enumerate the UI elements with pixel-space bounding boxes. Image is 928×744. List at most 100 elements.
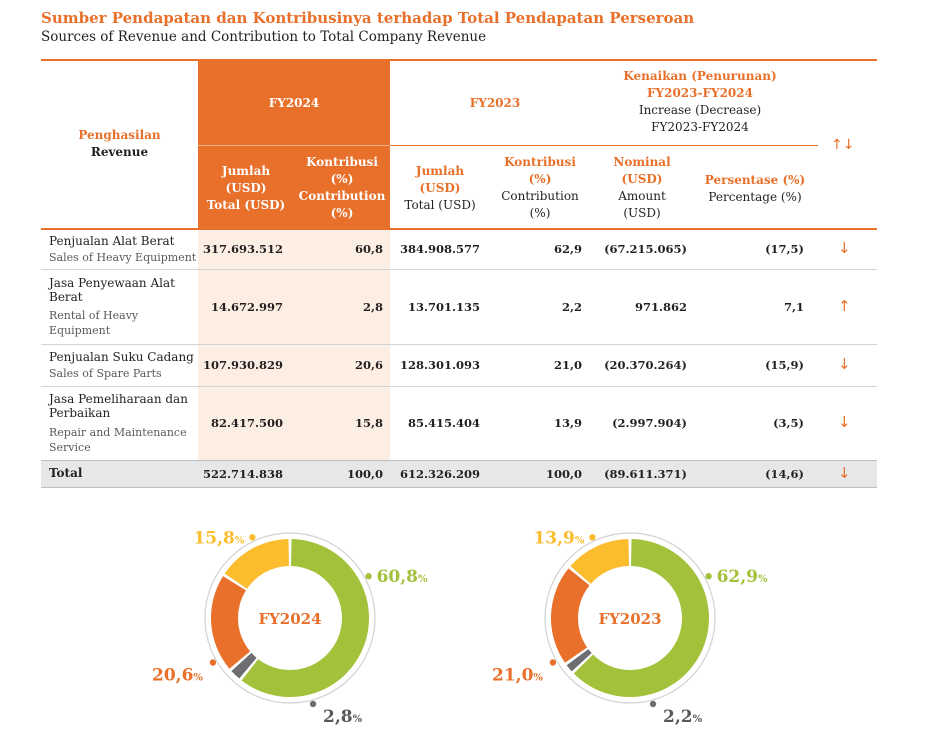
donut-center-label: FY2023 <box>598 610 661 628</box>
persentase-label: Persentase (%) <box>704 173 806 187</box>
fy2024-contrib-cell: 60,8 <box>354 242 383 256</box>
kontribusi-label: Kontribusi <box>306 155 378 169</box>
fy2023-contrib-cell: 2,2 <box>561 300 582 314</box>
slice-repair-maintenance <box>224 539 290 589</box>
revenue-header: Penghasilan Revenue <box>41 127 198 161</box>
fy2024-header-block <box>198 60 390 229</box>
change-header: Kenaikan (Penurunan) FY2023-FY2024 Incre… <box>600 68 800 136</box>
slice-heavy-equipment <box>241 539 369 697</box>
change-header-id-1: Kenaikan (Penurunan) <box>623 69 777 83</box>
total-fy2024-contrib: 100,0 <box>346 467 383 481</box>
sort-icon[interactable]: ↑↓ <box>831 137 855 153</box>
slice-rental <box>231 652 257 679</box>
label-dot <box>649 700 657 708</box>
amount-label: Amount <box>618 189 666 203</box>
change-header-divider <box>600 145 818 146</box>
total-nominal: (89.611.371) <box>604 467 687 481</box>
label-dot <box>309 700 317 708</box>
row-divider <box>41 386 877 387</box>
row-name-id: Penjualan Suku Cadang <box>49 350 194 364</box>
usd-label: (USD) <box>623 206 661 220</box>
fy2024-header: FY2024 <box>268 96 320 110</box>
label-dot <box>365 573 372 580</box>
slice-spare-parts <box>211 576 251 669</box>
donut-center-label: FY2024 <box>258 610 321 628</box>
percent-label: (%) <box>330 172 354 186</box>
percentage-cell: (15,9) <box>765 358 804 372</box>
trend-down-icon: ↓ <box>838 355 851 373</box>
header-bottom-rule <box>41 228 877 230</box>
label-dot <box>549 659 557 666</box>
change-header-id-2: FY2023-FY2024 <box>647 86 753 100</box>
value-label-spare-parts: 20,6% <box>152 666 203 686</box>
revenue-header-en: Revenue <box>90 145 149 159</box>
value-label-repair-maintenance: 13,9% <box>533 528 584 548</box>
fy2023-contrib-cell: 21,0 <box>553 358 582 372</box>
total-bottom-rule <box>41 487 877 488</box>
fy2024-donut-chart: FY2024 60,8% 2,8% 20,6% 15,8% <box>152 528 428 727</box>
fy2024-contrib-header: Kontribusi (%) Contribution (%) <box>294 154 390 222</box>
slice-repair-maintenance <box>570 539 630 584</box>
row-name-id: Jasa Pemeliharaan dan Perbaikan <box>49 392 188 420</box>
fy2023-donut-chart: FY2023 62,9% 2,2% 21,0% 13,9% <box>492 528 768 727</box>
fy2023-total-cell: 13.701.135 <box>407 300 480 314</box>
percentage-label: Percentage (%) <box>708 190 802 204</box>
usd-label: (USD) <box>225 181 267 195</box>
outer-ring <box>204 532 376 704</box>
total-fy2023-total: 612.326.209 <box>399 467 480 481</box>
percentage-cell: 7,1 <box>783 300 804 314</box>
fy2024-contrib-cell: 2,8 <box>362 300 383 314</box>
value-label-heavy-equipment: 62,9% <box>717 567 768 587</box>
total-percentage: (14,6) <box>765 467 804 481</box>
trend-down-icon: ↓ <box>838 413 851 431</box>
slice-spare-parts <box>551 568 590 663</box>
total-usd-label: Total (USD) <box>404 198 476 212</box>
slice-heavy-equipment <box>573 539 709 697</box>
trend-down-icon: ↓ <box>838 239 851 257</box>
trend-down-icon: ↓ <box>838 464 851 482</box>
nominal-cell: (67.215.065) <box>604 242 687 256</box>
contribution-label: Contribution <box>501 189 579 203</box>
percentage-cell: (3,5) <box>773 416 804 430</box>
fy2024-total-cell: 107.930.829 <box>202 358 283 372</box>
label-dot <box>589 534 596 541</box>
fy2023-header: FY2023 <box>469 96 521 110</box>
fy2024-contrib-cell: 15,8 <box>354 416 383 430</box>
row-name-en: Sales of Heavy Equipment <box>49 251 197 264</box>
value-label-rental: 2,8% <box>323 707 363 727</box>
fy2023-contrib-header: Kontribusi (%) Contribution (%) <box>490 154 590 222</box>
total-usd-label: Total (USD) <box>206 198 286 212</box>
usd-label: (USD) <box>419 181 461 195</box>
percent-label: (%) <box>330 206 354 220</box>
fy2024-total-cell: 317.693.512 <box>202 242 283 256</box>
nominal-label: Nominal <box>613 155 671 169</box>
fy2023-total-header: Jumlah (USD) Total (USD) <box>390 163 490 214</box>
nominal-cell: (2.997.904) <box>612 416 687 430</box>
trend-up-icon: ↑ <box>838 297 851 315</box>
fy2024-header-divider <box>198 145 390 146</box>
fy2023-total-cell: 384.908.577 <box>399 242 480 256</box>
percentage-cell: (17,5) <box>765 242 804 256</box>
table-top-rule <box>41 59 877 61</box>
revenue-header-id: Penghasilan <box>78 128 161 142</box>
total-fy2023-contrib: 100,0 <box>545 467 582 481</box>
slice-rental <box>566 649 592 672</box>
change-header-en-2: FY2023-FY2024 <box>651 120 749 134</box>
label-dot <box>705 573 712 580</box>
row-name-en: Rental of Heavy Equipment <box>49 309 139 337</box>
value-label-repair-maintenance: 15,8% <box>193 528 244 548</box>
value-label-rental: 2,2% <box>663 707 703 727</box>
fy2024-total-header: Jumlah (USD) Total (USD) <box>198 163 294 214</box>
fy2023-contrib-cell: 62,9 <box>553 242 582 256</box>
fy2024-total-cell: 14.672.997 <box>210 300 283 314</box>
fy2023-contrib-cell: 13,9 <box>553 416 582 430</box>
kontribusi-label: Kontribusi <box>504 155 576 169</box>
total-top-rule <box>41 460 877 461</box>
jumlah-label: Jumlah <box>415 164 465 178</box>
total-label: Total <box>49 466 83 480</box>
fy2023-total-cell: 128.301.093 <box>399 358 480 372</box>
fy2024-total-cell: 82.417.500 <box>210 416 283 430</box>
row-name-id: Penjualan Alat Berat <box>49 234 175 248</box>
label-dot <box>209 659 217 666</box>
label-dot <box>249 534 256 541</box>
